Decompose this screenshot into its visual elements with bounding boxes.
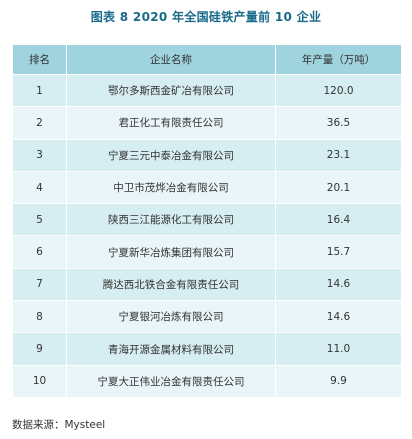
table-row: 10 宁夏大正伟业冶金有限责任公司 9.9 [12, 364, 402, 398]
rank-cell: 3 [12, 138, 67, 172]
rank-cell: 1 [12, 73, 67, 108]
rank-cell: 9 [12, 332, 67, 366]
company-cell: 青海开源金属材料有限公司 [66, 332, 276, 366]
output-cell: 16.4 [275, 203, 402, 237]
table-row: 5 陕西三江能源化工有限公司 16.4 [12, 203, 402, 237]
rank-cell: 7 [12, 267, 67, 302]
output-cell: 11.0 [275, 332, 402, 366]
table-row: 6 宁夏新华冶炼集团有限公司 15.7 [12, 235, 402, 269]
rank-cell: 6 [12, 235, 67, 269]
rank-cell: 8 [12, 300, 67, 334]
company-cell: 鄂尔多斯西金矿冶有限公司 [66, 73, 276, 108]
company-cell: 宁夏新华冶炼集团有限公司 [66, 235, 276, 269]
rank-cell: 10 [12, 364, 67, 398]
output-cell: 36.5 [275, 106, 402, 140]
page-title: 图表 8 2020 年全国硅铁产量前 10 企业 [90, 10, 322, 24]
table-row: 1 鄂尔多斯西金矿冶有限公司 120.0 [12, 73, 402, 108]
output-cell: 14.6 [275, 267, 402, 302]
source-note: 数据来源：Mysteel [12, 419, 106, 431]
company-cell: 腾达西北铁合金有限责任公司 [66, 267, 276, 302]
table-row: 8 宁夏银河冶炼有限公司 14.6 [12, 300, 402, 334]
header-output: 年产量（万吨） [275, 44, 402, 75]
company-cell: 宁夏银河冶炼有限公司 [66, 300, 276, 334]
company-cell: 宁夏三元中泰冶金有限公司 [66, 138, 276, 172]
table-row: 7 腾达西北铁合金有限责任公司 14.6 [12, 267, 402, 302]
table-row: 4 中卫市茂烨冶金有限公司 20.1 [12, 170, 402, 205]
output-cell: 15.7 [275, 235, 402, 269]
header-rank: 排名 [12, 44, 67, 75]
output-cell: 14.6 [275, 300, 402, 334]
table-row: 9 青海开源金属材料有限公司 11.0 [12, 332, 402, 366]
header-company: 企业名称 [66, 44, 276, 75]
rank-cell: 2 [12, 106, 67, 140]
output-cell: 20.1 [275, 170, 402, 205]
table-row: 3 宁夏三元中泰冶金有限公司 23.1 [12, 138, 402, 172]
table-header-row: 排名 企业名称 年产量（万吨） [12, 44, 402, 75]
output-cell: 120.0 [275, 73, 402, 108]
output-cell: 9.9 [275, 364, 402, 398]
rank-cell: 4 [12, 170, 67, 205]
company-cell: 宁夏大正伟业冶金有限责任公司 [66, 364, 276, 398]
company-cell: 君正化工有限责任公司 [66, 106, 276, 140]
company-cell: 中卫市茂烨冶金有限公司 [66, 170, 276, 205]
company-cell: 陕西三江能源化工有限公司 [66, 203, 276, 237]
rank-cell: 5 [12, 203, 67, 237]
output-cell: 23.1 [275, 138, 402, 172]
ranking-table: 排名 企业名称 年产量（万吨） 1 鄂尔多斯西金矿冶有限公司 120.0 2 君… [12, 44, 402, 398]
table-row: 2 君正化工有限责任公司 36.5 [12, 106, 402, 140]
